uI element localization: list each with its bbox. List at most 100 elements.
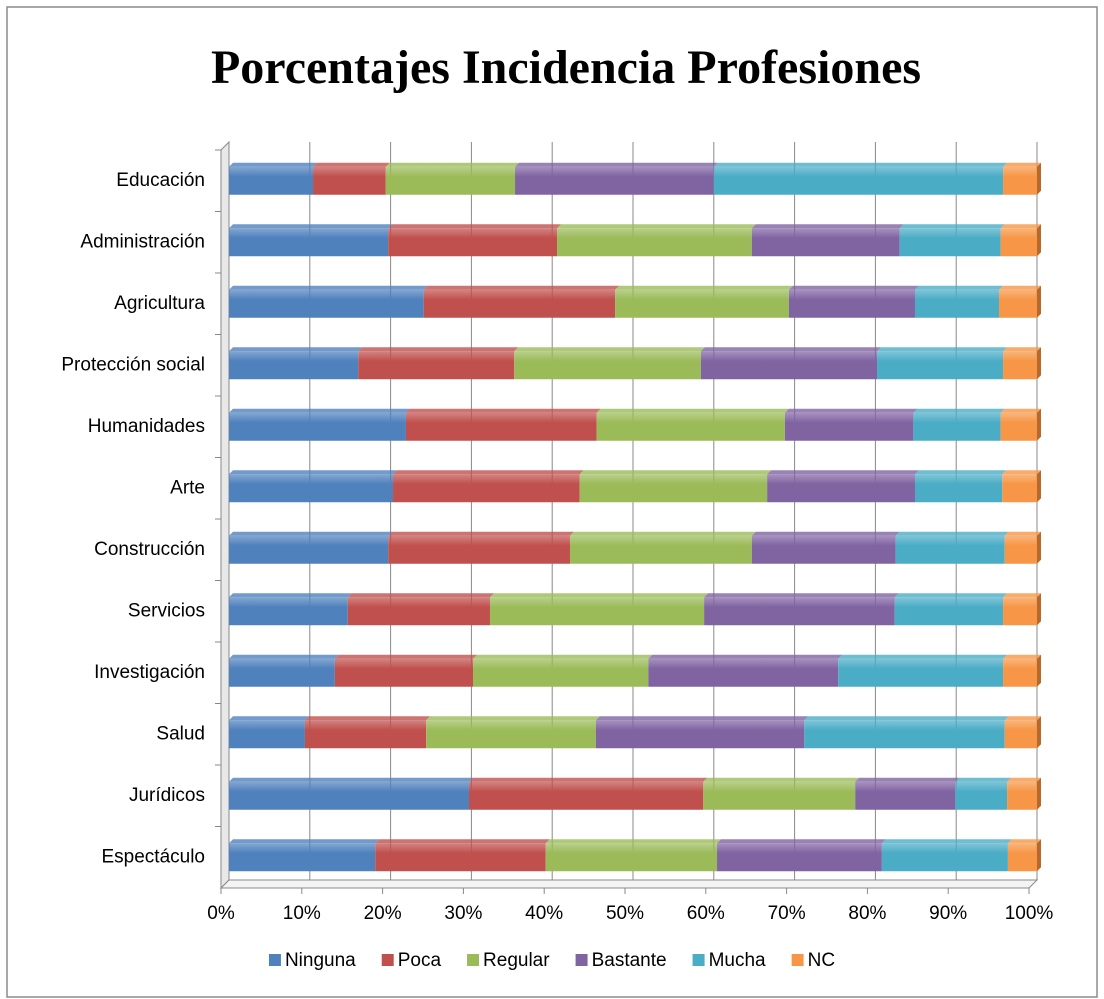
bar	[388, 535, 570, 564]
bar	[375, 843, 546, 872]
bar-segment	[596, 408, 789, 441]
bar-segment	[304, 716, 431, 749]
bar	[229, 535, 389, 564]
bar-segment	[914, 470, 1007, 503]
bar-segment	[955, 777, 1012, 810]
bar-top	[1003, 593, 1041, 598]
bar-top	[405, 408, 601, 413]
bar	[1003, 351, 1037, 380]
bar	[313, 166, 386, 195]
bar-top	[545, 839, 722, 844]
bar-top	[881, 839, 1012, 844]
bar	[914, 474, 1003, 503]
bar	[1003, 597, 1037, 626]
bar-segment	[895, 531, 1009, 564]
bar	[473, 658, 649, 687]
bar-segment	[703, 777, 860, 810]
bar-top	[557, 224, 756, 229]
bar-side	[1037, 347, 1041, 380]
bar	[894, 597, 1004, 626]
bar-top	[751, 224, 904, 229]
legend-label: Regular	[483, 950, 550, 971]
bar-top	[648, 654, 843, 659]
bar	[229, 597, 348, 626]
bar-segment	[1007, 777, 1041, 810]
bar-top	[914, 285, 1004, 290]
bar-segment	[1002, 470, 1041, 503]
bar	[1000, 228, 1037, 257]
bar	[703, 781, 856, 810]
bar-segment	[913, 408, 1005, 441]
bar-top	[767, 470, 919, 475]
bar-segment	[1003, 347, 1041, 380]
y-tick-label: Servicios	[128, 600, 205, 621]
bar-segment	[788, 285, 919, 318]
legend-item: Mucha	[692, 950, 766, 971]
bar-segment	[1000, 408, 1041, 441]
bar-segment	[229, 408, 410, 441]
bar-side	[1037, 777, 1041, 810]
bar	[1007, 781, 1037, 810]
bar-segment	[388, 224, 562, 257]
bar-segment	[717, 839, 886, 872]
bar-segment	[1004, 716, 1041, 749]
bar-segment	[358, 347, 519, 380]
bar-segment	[229, 777, 473, 810]
bar	[229, 228, 389, 257]
bar	[767, 474, 915, 503]
bar-segment	[751, 531, 900, 564]
bar-top	[913, 408, 1005, 413]
bar-top	[784, 408, 918, 413]
bar	[955, 781, 1008, 810]
bar-segment	[595, 716, 809, 749]
bar-segment	[229, 470, 398, 503]
bar-top	[955, 777, 1012, 782]
bar-top	[717, 839, 886, 844]
bar-segment	[881, 839, 1012, 872]
bar-top	[388, 224, 562, 229]
bar-top	[596, 408, 789, 413]
bar-top	[468, 777, 708, 782]
y-tick-label: Humanidades	[88, 416, 205, 437]
bar-top	[489, 593, 709, 598]
bar-top	[1004, 531, 1041, 536]
bar-side	[1037, 162, 1041, 195]
bar	[405, 412, 597, 441]
legend-swatch	[791, 954, 804, 966]
bar-segment	[229, 162, 318, 195]
bar-segment	[347, 593, 494, 626]
bar-segment	[999, 285, 1041, 318]
bar	[229, 289, 424, 318]
bar-top	[615, 285, 793, 290]
legend-swatch	[381, 954, 394, 966]
bar-segment	[784, 408, 918, 441]
bar-top	[704, 593, 899, 598]
x-tick-label: 20%	[364, 903, 402, 924]
bar-top	[385, 162, 520, 167]
bar-top	[229, 593, 352, 598]
bar-segment	[704, 593, 899, 626]
legend-item: Regular	[467, 950, 550, 971]
bar	[751, 228, 900, 257]
bar-top	[700, 347, 882, 352]
bar-top	[229, 347, 363, 352]
x-tick-label: 90%	[929, 903, 967, 924]
bar-segment	[423, 285, 620, 318]
bar-segment	[229, 531, 393, 564]
bar	[855, 781, 956, 810]
y-tick-label: Salud	[156, 723, 205, 744]
x-tick-label: 10%	[283, 903, 321, 924]
bar	[358, 351, 515, 380]
bar-segment	[1007, 839, 1041, 872]
bar	[489, 597, 705, 626]
bar	[895, 535, 1005, 564]
bar-segment	[615, 285, 793, 318]
bar-top	[1000, 408, 1041, 413]
y-tick-label: Educación	[116, 170, 205, 191]
bar-top	[229, 162, 318, 167]
bar	[557, 228, 752, 257]
bar-segment	[388, 531, 574, 564]
bar	[784, 412, 914, 441]
bar-top	[899, 224, 1005, 229]
bar	[385, 166, 516, 195]
